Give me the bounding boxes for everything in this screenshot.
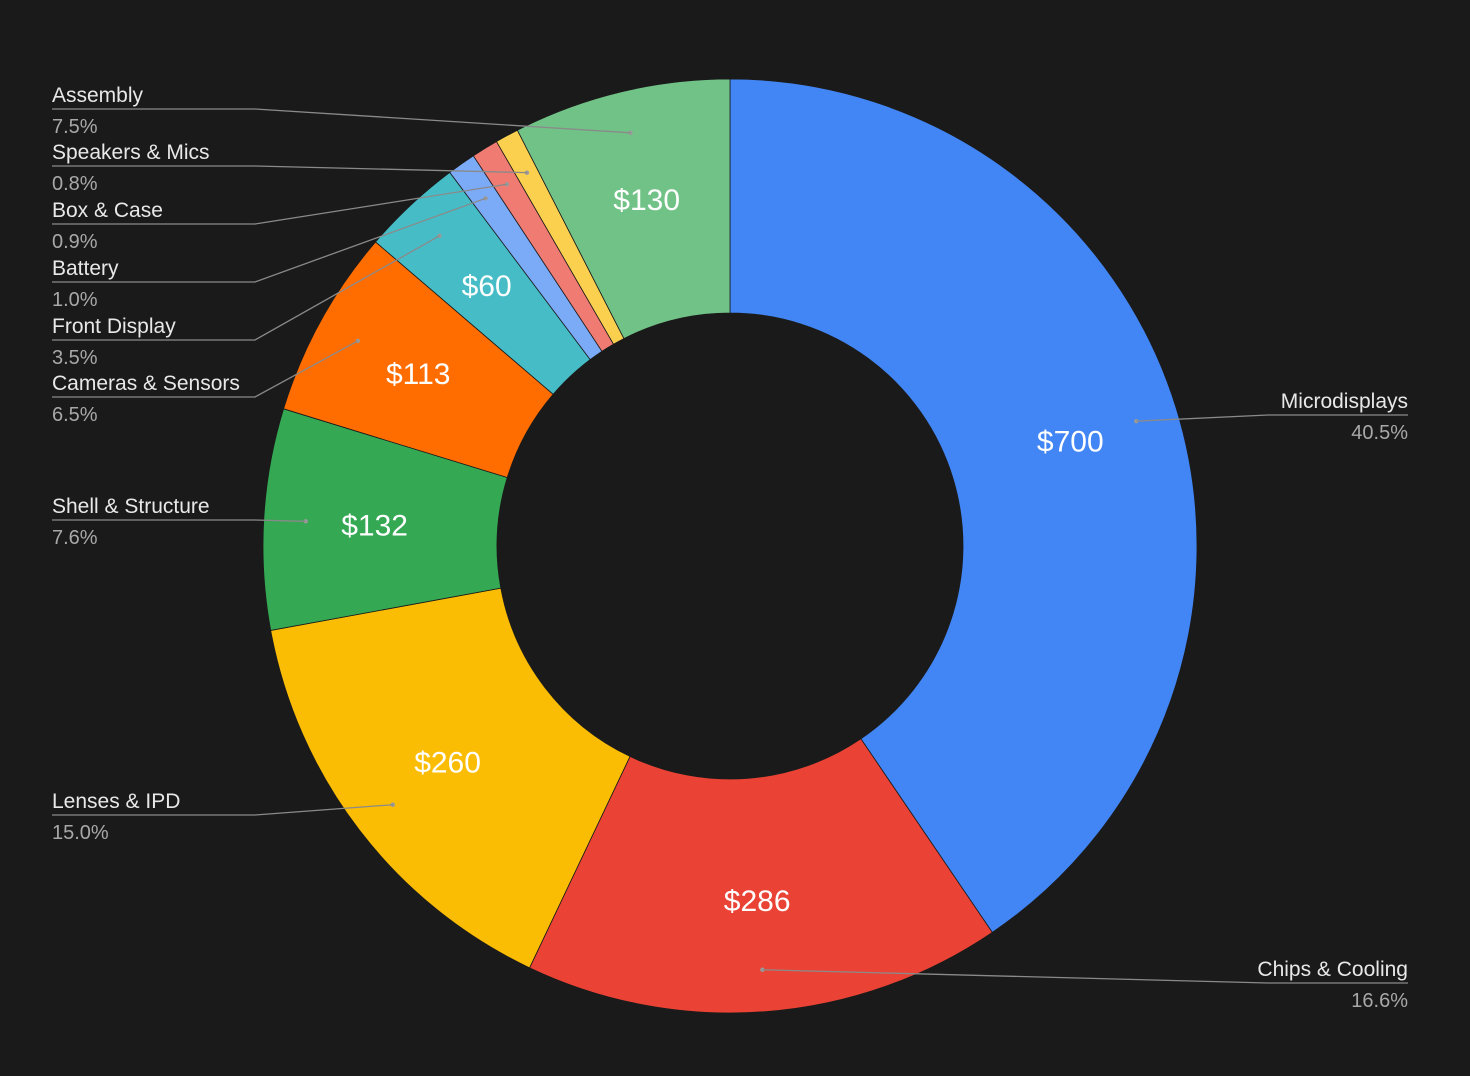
value-label-cameras-sensors: $113 [386,358,451,391]
value-label-lenses-ipd: $260 [414,747,481,780]
leader-line-lenses-ipd [52,804,393,816]
callout-percent-cameras-sensors: 6.5% [52,404,98,426]
callout-percent-lenses-ipd: 15.0% [52,822,109,844]
value-label-front-display: $60 [462,270,512,303]
callout-label-cameras-sensors: Cameras & Sensors [52,372,240,395]
slice-assembly [516,78,731,340]
leader-line-box-case [52,183,507,225]
value-label-chips-cooling: $286 [724,885,791,918]
slice-chips-cooling [529,738,993,1014]
callout-percent-front-display: 3.5% [52,347,98,369]
callout-label-box-case: Box & Case [52,199,163,222]
callout-label-speakers-mics: Speakers & Mics [52,141,210,164]
leader-line-microdisplays [1136,414,1408,422]
callout-label-chips-cooling: Chips & Cooling [1257,958,1408,981]
callout-percent-chips-cooling: 16.6% [1351,990,1408,1012]
callout-percent-microdisplays: 40.5% [1351,422,1408,444]
callout-label-battery: Battery [52,257,119,280]
callouts-group: Microdisplays 40.5% Chips & Cooling 16.6% Le… [52,84,1408,1012]
callout-percent-box-case: 0.9% [52,231,98,253]
callout-percent-battery: 1.0% [52,289,98,311]
slice-lenses-ipd [270,587,631,969]
callout-percent-speakers-mics: 0.8% [52,173,98,195]
slice-microdisplays [729,78,1198,933]
value-labels-group: $700 $286 $260 $132 $113 $60 $130 [341,184,1103,918]
callout-percent-shell-structure: 7.6% [52,527,98,549]
leader-line-speakers-mics [52,165,527,174]
value-label-shell-structure: $132 [341,509,408,542]
callout-percent-assembly: 7.5% [52,116,98,138]
leader-line-front-display [52,235,440,341]
leader-line-cameras-sensors [52,340,359,398]
leader-line-shell-structure [52,519,306,522]
value-label-microdisplays: $700 [1037,425,1104,458]
slices-group [262,78,1198,1014]
callout-label-assembly: Assembly [52,84,144,107]
callout-label-microdisplays: Microdisplays [1281,390,1408,413]
leader-line-chips-cooling [762,969,1408,984]
callout-label-lenses-ipd: Lenses & IPD [52,790,180,813]
leader-line-battery [52,197,486,283]
leader-line-assembly [52,108,631,134]
callout-label-front-display: Front Display [52,315,176,338]
callout-label-shell-structure: Shell & Structure [52,495,210,518]
value-label-assembly: $130 [613,184,680,217]
